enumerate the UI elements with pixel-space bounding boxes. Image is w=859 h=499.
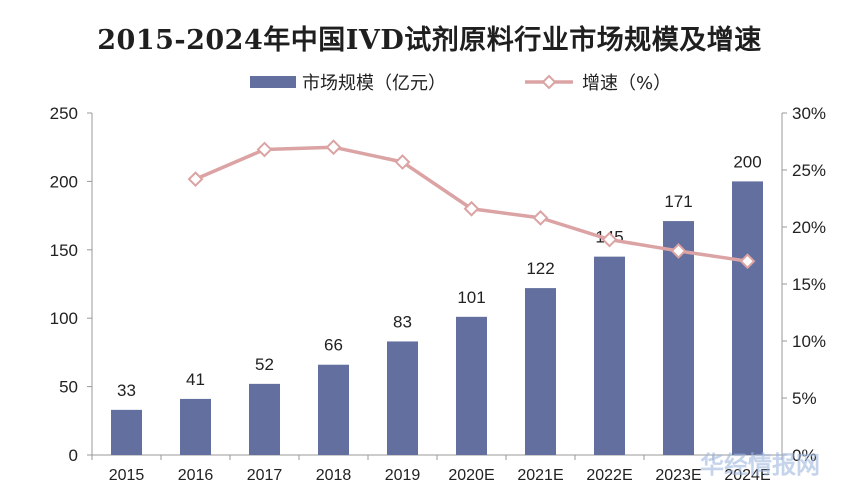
watermark-logo: 华经情报网 (700, 451, 820, 479)
bar (180, 398, 211, 455)
bar-data-label: 52 (255, 355, 274, 374)
growth-rate-marker (325, 139, 342, 156)
left-tick-label: 250 (50, 104, 78, 123)
bar (525, 288, 556, 455)
growth-rate-marker (187, 171, 204, 188)
right-tick-label: 10% (792, 332, 826, 351)
growth-rate-marker (670, 243, 687, 259)
x-tick-label: 2015 (109, 467, 145, 484)
right-tick-label: 20% (792, 218, 826, 237)
left-tick-label: 0 (69, 446, 78, 465)
x-tick-label: 2021E (517, 467, 563, 484)
bar (249, 383, 280, 455)
legend-bar-swatch (250, 76, 296, 88)
bar (111, 409, 142, 455)
x-tick-label: 2017 (247, 467, 283, 484)
left-tick-label: 200 (50, 172, 78, 191)
x-tick-label: 2016 (178, 467, 214, 484)
right-tick-label: 15% (792, 275, 826, 294)
bar (663, 221, 694, 455)
growth-rate-marker (601, 231, 618, 248)
bar-data-label: 171 (664, 192, 692, 211)
legend-bar-label: 市场规模（亿元） (302, 73, 446, 94)
growth-rate-marker (463, 200, 480, 217)
bar (732, 181, 763, 455)
bar (594, 256, 625, 455)
growth-rate-marker (394, 154, 411, 170)
x-tick-label: 2019 (385, 467, 421, 484)
x-tick-label: 2022E (586, 467, 632, 484)
right-tick-label: 0% (792, 446, 817, 465)
legend-line-marker (541, 74, 557, 90)
left-tick-label: 100 (50, 309, 78, 328)
bar-data-label: 122 (526, 259, 554, 278)
bar-data-label: 200 (733, 152, 761, 171)
x-tick-label: 2020E (448, 467, 494, 484)
bar-data-label: 41 (186, 370, 205, 389)
right-tick-label: 25% (792, 161, 826, 180)
x-tick-label: 2018 (316, 467, 352, 484)
bar-data-label: 33 (117, 381, 136, 400)
growth-rate-marker (739, 253, 756, 270)
right-tick-label: 30% (792, 104, 826, 123)
left-tick-label: 50 (59, 378, 78, 397)
legend-line-label: 增速（%） (582, 73, 671, 94)
left-tick-label: 150 (50, 241, 78, 260)
bar-data-label: 83 (393, 312, 412, 331)
growth-rate-marker (532, 209, 549, 226)
x-tick-label: 2024E (724, 467, 770, 484)
bar (387, 341, 418, 455)
bar-data-label: 66 (324, 336, 343, 355)
x-tick-label: 2023E (655, 467, 701, 484)
bar-data-label: 101 (457, 288, 485, 307)
bar (318, 364, 349, 455)
bar (456, 316, 487, 455)
chart-title: 2015-2024年中国IVD试剂原料行业市场规模及增速 (97, 25, 762, 56)
growth-rate-marker (256, 141, 273, 158)
right-tick-label: 5% (792, 389, 817, 408)
